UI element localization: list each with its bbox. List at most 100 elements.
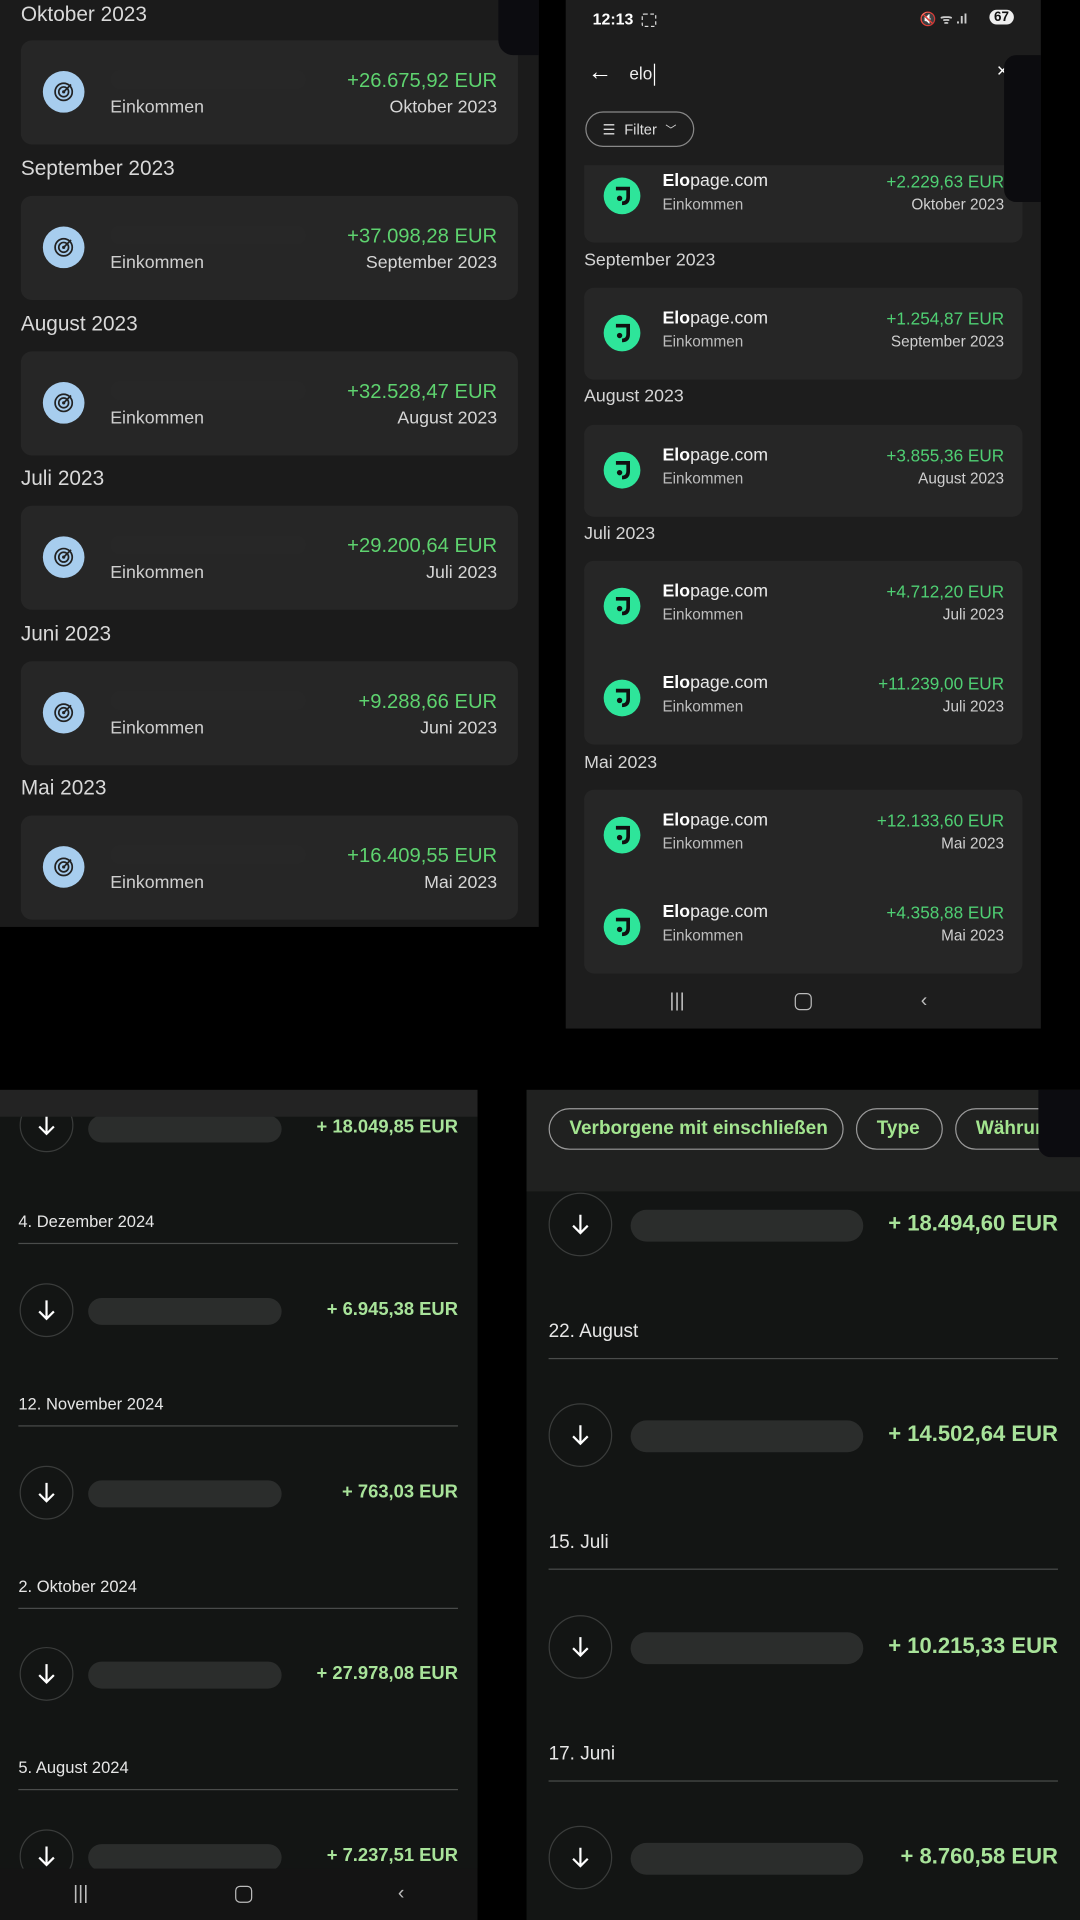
category: Einkommen: [110, 97, 204, 118]
back-icon[interactable]: ‹: [397, 1883, 405, 1905]
amount: +29.200,64 EUR: [347, 535, 498, 558]
date: Oktober 2023: [911, 195, 1005, 214]
month-header: Juli 2023: [20, 466, 105, 490]
category: Einkommen: [662, 470, 744, 488]
date: Juli 2023: [942, 697, 1005, 716]
amount: +1.254,87 EUR: [886, 308, 1005, 329]
back-icon[interactable]: ‹: [920, 990, 928, 1012]
transaction-row[interactable]: Elopage.com Einkommen +2.229,63 EUR Okto…: [584, 165, 1022, 242]
transaction-row[interactable]: Elopage.com Einkommen +3.855,36 EUR Augu…: [584, 425, 1022, 517]
redacted-name: [630, 1632, 864, 1665]
target-icon: [42, 382, 85, 424]
elopage-logo-icon: [603, 177, 641, 215]
filter-label: Filter: [624, 120, 657, 138]
amount: +9.288,66 EUR: [358, 690, 498, 713]
divider: [18, 1788, 458, 1791]
month-header: Juni 2023: [20, 622, 112, 646]
date: September 2023: [365, 253, 498, 274]
nav-bar: ||| ‹: [0, 1868, 478, 1920]
amount: + 10.215,33 EUR: [888, 1633, 1058, 1658]
redacted-name: [88, 1480, 282, 1508]
target-icon: [42, 536, 85, 578]
transaction-card[interactable]: Einkommen +9.288,66 EUR Juni 2023: [20, 661, 518, 766]
overlay-corner: [1038, 1089, 1080, 1158]
merchant-match: Elo: [662, 673, 691, 694]
redacted-name: [110, 225, 307, 245]
transaction-row[interactable]: Elopage.com Einkommen +1.254,87 EUR Sept…: [584, 288, 1022, 380]
target-icon: [42, 71, 85, 113]
transaction-row[interactable]: Elopage.com Einkommen +12.133,60 EUR Mai…: [584, 790, 1022, 882]
transaction-card[interactable]: Einkommen +37.098,28 EUR September 2023: [20, 195, 518, 301]
home-icon[interactable]: [234, 1885, 252, 1903]
amount: + 7.237,51 EUR: [326, 1845, 458, 1867]
incoming-arrow-icon: [548, 1615, 613, 1679]
overlay-side: [1004, 55, 1041, 203]
transaction-row[interactable]: Elopage.com Einkommen +11.239,00 EUR Jul…: [584, 653, 1022, 745]
clear-icon[interactable]: ×: [996, 61, 1009, 83]
redacted-name: [110, 535, 307, 555]
incoming-arrow-icon: [548, 1825, 613, 1890]
date-header: 12. November 2024: [18, 1394, 164, 1414]
nav-bar: ||| ‹: [615, 987, 982, 1016]
status-time: 12:13: [592, 9, 634, 29]
results-list[interactable]: Elopage.com Einkommen +2.229,63 EUR Okto…: [566, 165, 1041, 979]
filter-chip[interactable]: Type: [855, 1108, 943, 1150]
transaction-card[interactable]: Einkommen +16.409,55 EUR Mai 2023: [20, 815, 518, 920]
redacted-name: [88, 1661, 282, 1689]
target-icon: [42, 226, 85, 269]
divider: [18, 1425, 458, 1427]
incoming-arrow-icon: [19, 1283, 74, 1338]
amount: +37.098,28 EUR: [347, 225, 498, 248]
incoming-arrow-icon: [19, 1646, 74, 1701]
amount: + 763,03 EUR: [342, 1481, 458, 1503]
redacted-name: [88, 1115, 282, 1143]
filter-chip[interactable]: Verborgene mit einschließen: [548, 1108, 844, 1150]
panel-transactions-2024: + 18.049,85 EUR 4. Dezember 2024 + 6.945,…: [0, 1089, 478, 1920]
incoming-arrow-icon: [548, 1192, 613, 1257]
merchant-match: Elo: [662, 581, 691, 602]
incoming-arrow-icon: [548, 1403, 613, 1467]
transaction-row[interactable]: Elopage.com Einkommen +4.712,20 EUR Juli…: [584, 561, 1022, 653]
category: Einkommen: [662, 697, 744, 716]
transaction-group: Elopage.com Einkommen +1.254,87 EUR Sept…: [584, 287, 1023, 380]
category: Einkommen: [110, 253, 204, 274]
date-header: 5. August 2024: [18, 1758, 129, 1777]
date: September 2023: [890, 333, 1005, 351]
overlay-corner: [498, 0, 539, 56]
recents-icon[interactable]: |||: [669, 990, 685, 1012]
transaction-group: Elopage.com Einkommen +2.229,63 EUR Okto…: [584, 165, 1023, 243]
transaction-card[interactable]: Einkommen +26.675,92 EUR Oktober 2023: [20, 40, 518, 145]
amount: + 8.760,58 EUR: [900, 1844, 1058, 1869]
transaction-card[interactable]: Einkommen +32.528,47 EUR August 2023: [20, 351, 518, 456]
search-input[interactable]: elo: [629, 63, 655, 86]
date: Oktober 2023: [389, 97, 498, 118]
status-bar: 12:13 🔇 ᯤ .ıl 67: [566, 9, 1041, 34]
back-arrow-icon[interactable]: ←: [587, 58, 613, 86]
merchant-match: Elo: [662, 171, 691, 192]
amount: + 6.945,38 EUR: [326, 1299, 458, 1321]
date: Juli 2023: [942, 606, 1005, 624]
home-icon[interactable]: [794, 993, 812, 1011]
redacted-name: [630, 1209, 864, 1242]
screenshot-icon: [641, 13, 657, 27]
date: Mai 2023: [941, 926, 1005, 945]
sliders-icon: ☰: [602, 120, 616, 138]
redacted-name: [110, 690, 307, 711]
transaction-card[interactable]: Einkommen +29.200,64 EUR Juli 2023: [20, 505, 518, 610]
transaction-group: Elopage.com Einkommen +4.712,20 EUR Juli…: [584, 560, 1023, 745]
transaction-row[interactable]: Elopage.com Einkommen +4.358,88 EUR Mai …: [584, 882, 1022, 974]
elopage-logo-icon: [603, 908, 641, 946]
filter-button[interactable]: ☰ Filter ﹀: [585, 111, 695, 147]
filter-chip-bar: Verborgene mit einschließen Type Währur: [526, 1089, 1080, 1192]
transaction-group: Elopage.com Einkommen +12.133,60 EUR Mai…: [584, 789, 1023, 974]
panel-search-results: 12:13 🔇 ᯤ .ıl 67 ← elo × ☰ Filter ﹀ Elop…: [565, 0, 1041, 1029]
divider: [548, 1780, 1058, 1782]
recents-icon[interactable]: |||: [73, 1883, 89, 1905]
category: Einkommen: [662, 606, 744, 624]
month-header: August 2023: [20, 312, 138, 336]
month-header: Oktober 2023: [20, 2, 147, 26]
elopage-logo-icon: [603, 451, 641, 489]
elopage-logo-icon: [603, 314, 641, 352]
amount: +3.855,36 EUR: [886, 445, 1005, 466]
